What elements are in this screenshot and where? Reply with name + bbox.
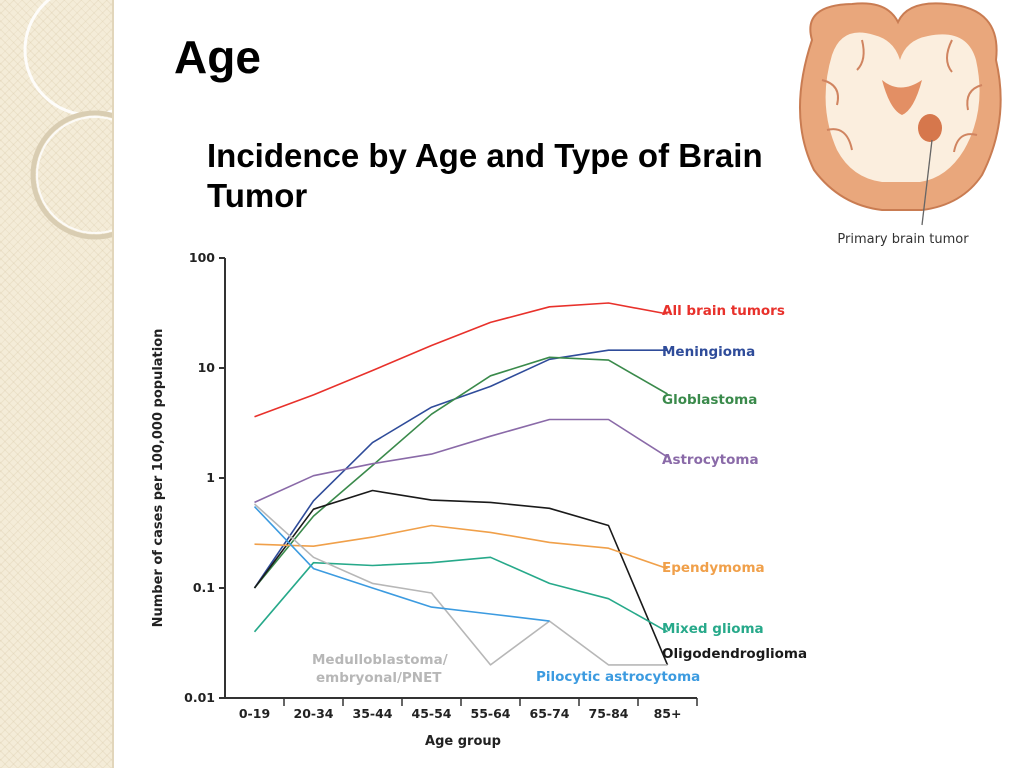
x-tick-label: 65-74 [530, 706, 570, 721]
x-tick-label: 55-64 [471, 706, 511, 721]
series-line-meningioma [253, 349, 668, 589]
series-label-astrocytoma: Astrocytoma [662, 452, 759, 468]
slide-subtitle: Incidence by Age and Type of Brain Tumor [207, 137, 763, 214]
series-line-pilocytic-astrocytoma [253, 506, 550, 622]
y-tick-label: 0.01 [184, 690, 215, 705]
strip-divider [112, 0, 114, 768]
y-tick-label: 100 [189, 250, 215, 265]
series-label-all-brain-tumors: All brain tumors [662, 303, 785, 319]
y-tick-label: 1 [206, 470, 215, 485]
x-tick-label: 0-19 [239, 706, 270, 721]
series-label-mixed-glioma: Mixed glioma [662, 621, 764, 637]
decorative-side-strip [0, 0, 160, 768]
series-label-globlastoma: Globlastoma [662, 392, 757, 408]
series-label-medulloblastoma-embryonal-pnet: Medulloblastoma/embryonal/PNET [312, 652, 448, 686]
y-tick-label: 0.1 [193, 580, 215, 595]
tumor-mark [918, 114, 942, 142]
brain-section-image: Primary brain tumor [799, 2, 1002, 247]
series-label-oligodendroglioma: Oligodendroglioma [662, 646, 807, 662]
series-line-globlastoma [253, 356, 668, 589]
chart-axes [224, 258, 697, 699]
y-tick-label: 10 [198, 360, 216, 375]
series-label-meningioma: Meningioma [662, 344, 755, 360]
x-tick-label: 75-84 [589, 706, 629, 721]
series-label-pilocytic-astrocytoma: Pilocytic astrocytoma [536, 669, 700, 685]
x-tick-label: 20-34 [294, 706, 334, 721]
series-line-mixed-glioma [253, 556, 668, 633]
ventricle [882, 80, 922, 115]
series-line-astrocytoma [254, 418, 668, 504]
decorative-rings [23, 0, 160, 240]
series-line-all-brain-tumors [254, 302, 668, 418]
x-axis-title: Age group [425, 734, 501, 749]
x-tick-label: 45-54 [412, 706, 452, 721]
x-tick-label: 85+ [654, 706, 682, 721]
series-line-ependymoma [254, 524, 668, 570]
series-line-medulloblastoma-embryonal-pnet [253, 503, 668, 666]
caption-pointer [921, 139, 933, 226]
series-line-oligodendroglioma [253, 489, 669, 666]
y-axis-title: Number of cases per 100,000 population [151, 329, 166, 628]
incidence-chart: Number of cases per 100,000 population A… [151, 250, 807, 749]
series-label-ependymoma: Ependymoma [662, 560, 765, 576]
x-tick-label: 35-44 [353, 706, 393, 721]
image-caption: Primary brain tumor [837, 232, 969, 247]
slide-title: Age [174, 31, 261, 83]
